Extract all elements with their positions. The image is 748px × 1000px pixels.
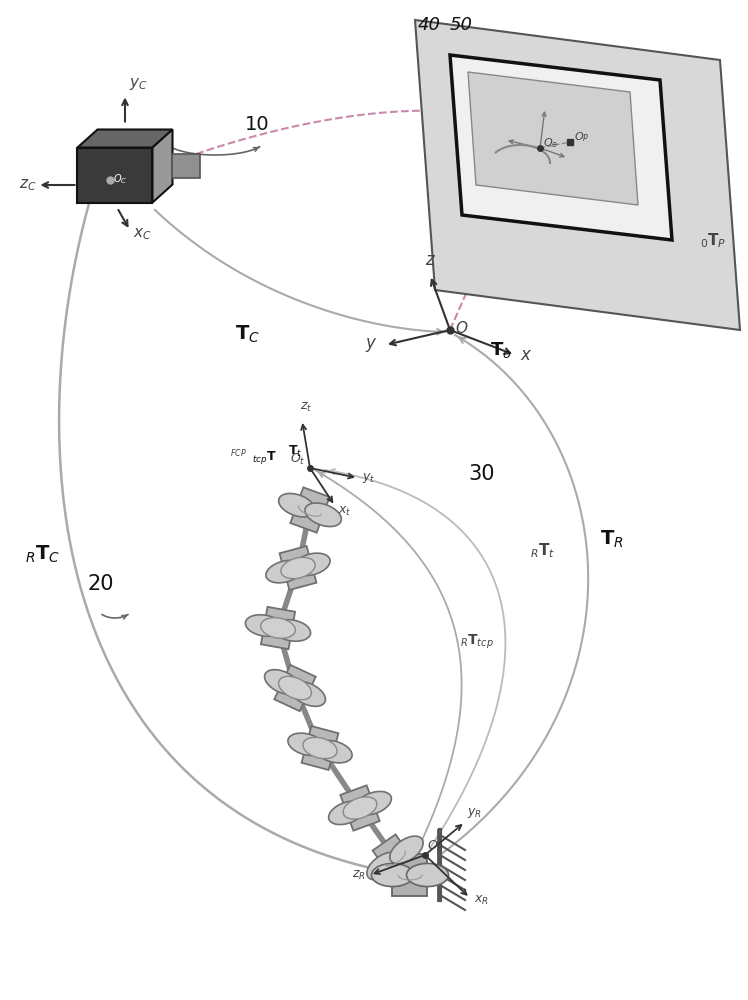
Text: $z_R$: $z_R$ xyxy=(352,869,366,882)
Ellipse shape xyxy=(279,493,315,517)
Text: $O_t$: $O_t$ xyxy=(290,452,305,467)
Text: $z_t$: $z_t$ xyxy=(300,401,313,414)
Text: $_0\mathbf{T}_P$: $_0\mathbf{T}_P$ xyxy=(700,231,726,250)
Text: $z$: $z$ xyxy=(425,251,436,269)
Ellipse shape xyxy=(390,836,423,864)
Text: $_R\mathbf{T}_t$: $_R\mathbf{T}_t$ xyxy=(530,541,555,560)
Text: $y_C$: $y_C$ xyxy=(129,77,148,93)
Text: 30: 30 xyxy=(468,464,494,484)
Polygon shape xyxy=(78,147,153,202)
Text: $O_C$: $O_C$ xyxy=(113,172,127,186)
Ellipse shape xyxy=(266,560,303,583)
Ellipse shape xyxy=(406,863,449,887)
Ellipse shape xyxy=(265,670,300,695)
Ellipse shape xyxy=(290,681,325,706)
Text: 40: 40 xyxy=(418,16,441,34)
Text: $O_P$: $O_P$ xyxy=(574,130,589,144)
Ellipse shape xyxy=(372,863,414,887)
Text: $y_R$: $y_R$ xyxy=(467,806,482,820)
Ellipse shape xyxy=(288,733,325,756)
Ellipse shape xyxy=(343,797,377,819)
Text: $x_C$: $x_C$ xyxy=(133,227,152,242)
Polygon shape xyxy=(290,487,330,533)
Text: $_{tcp}\mathbf{T}$: $_{tcp}\mathbf{T}$ xyxy=(252,449,277,466)
Ellipse shape xyxy=(315,740,352,763)
Text: $_{FCP}$: $_{FCP}$ xyxy=(230,448,247,460)
Ellipse shape xyxy=(245,615,283,636)
Polygon shape xyxy=(301,726,338,770)
Text: $\mathbf{T}_o$: $\mathbf{T}_o$ xyxy=(490,340,512,360)
Text: $O_R$: $O_R$ xyxy=(427,839,444,854)
Polygon shape xyxy=(261,607,295,649)
Text: $x$: $x$ xyxy=(520,346,533,364)
Text: $z_C$: $z_C$ xyxy=(19,177,37,193)
Ellipse shape xyxy=(328,801,365,825)
Polygon shape xyxy=(468,72,638,205)
Polygon shape xyxy=(393,854,428,896)
Polygon shape xyxy=(280,546,316,590)
Text: $x_R$: $x_R$ xyxy=(474,894,489,907)
Ellipse shape xyxy=(278,676,311,700)
Text: 10: 10 xyxy=(245,115,269,134)
Polygon shape xyxy=(340,785,380,831)
Ellipse shape xyxy=(281,557,315,579)
Ellipse shape xyxy=(303,737,337,759)
Polygon shape xyxy=(153,129,173,202)
Text: $_R\mathbf{T}_C$: $_R\mathbf{T}_C$ xyxy=(25,544,60,565)
Polygon shape xyxy=(450,55,672,240)
Polygon shape xyxy=(275,665,316,711)
Text: 50: 50 xyxy=(450,16,473,34)
Polygon shape xyxy=(173,154,200,178)
Text: $_R\mathbf{T}_{tcp}$: $_R\mathbf{T}_{tcp}$ xyxy=(460,633,494,651)
Polygon shape xyxy=(78,129,173,147)
Ellipse shape xyxy=(355,791,391,815)
Text: $O$: $O$ xyxy=(455,320,468,336)
Text: $\mathbf{T}_C$: $\mathbf{T}_C$ xyxy=(235,324,260,345)
Text: $\mathbf{T}_t$: $\mathbf{T}_t$ xyxy=(288,444,302,459)
Text: $y$: $y$ xyxy=(365,336,378,354)
Text: $\mathbf{T}_R$: $\mathbf{T}_R$ xyxy=(600,529,624,550)
Ellipse shape xyxy=(305,503,341,527)
Polygon shape xyxy=(415,20,740,330)
Text: $x_t$: $x_t$ xyxy=(338,505,352,518)
Ellipse shape xyxy=(261,618,295,638)
Polygon shape xyxy=(373,834,417,882)
Text: $y_t$: $y_t$ xyxy=(362,471,375,485)
Text: $O_e$: $O_e$ xyxy=(543,136,558,150)
Ellipse shape xyxy=(273,620,310,641)
Text: 20: 20 xyxy=(88,574,114,594)
Ellipse shape xyxy=(367,852,400,880)
Ellipse shape xyxy=(293,553,330,576)
